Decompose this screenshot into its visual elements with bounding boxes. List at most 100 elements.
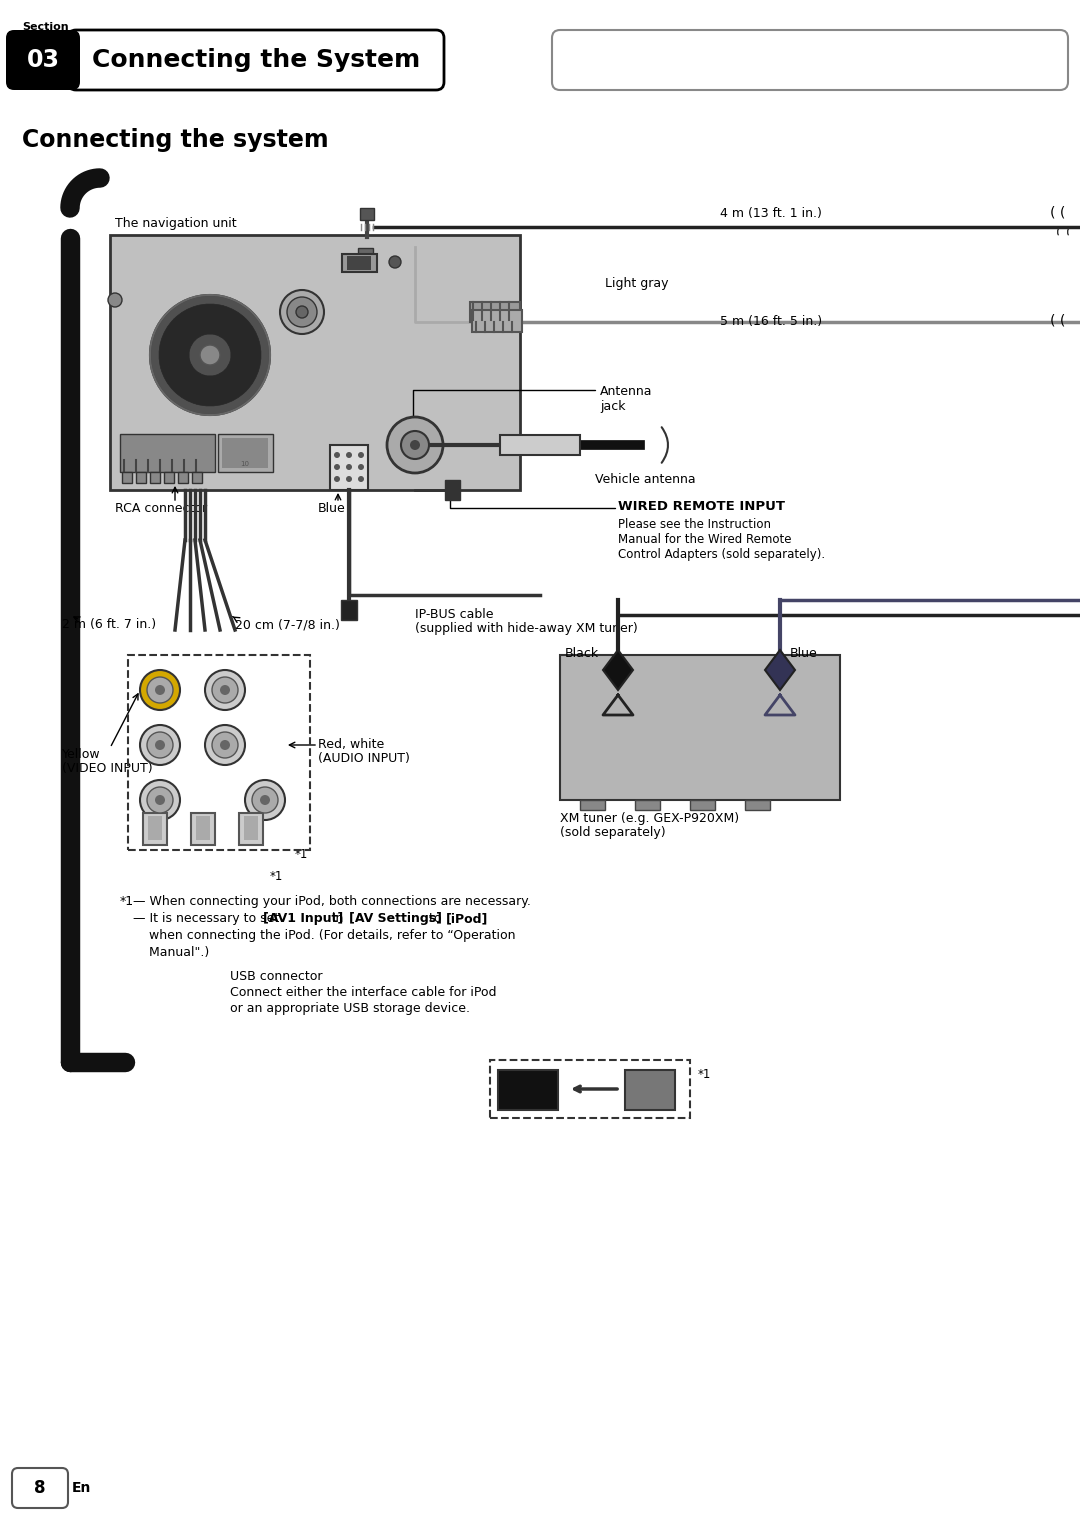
Text: XM tuner (e.g. GEX-P920XM): XM tuner (e.g. GEX-P920XM) <box>561 812 739 826</box>
Text: IP-BUS cable: IP-BUS cable <box>415 609 494 621</box>
FancyBboxPatch shape <box>68 31 444 90</box>
Text: WIRED REMOTE INPUT: WIRED REMOTE INPUT <box>618 500 785 514</box>
Circle shape <box>220 685 230 696</box>
Text: Please see the Instruction
Manual for the Wired Remote
Control Adapters (sold se: Please see the Instruction Manual for th… <box>618 518 825 561</box>
Text: 5 m (16 ft. 5 in.): 5 m (16 ft. 5 in.) <box>720 315 822 329</box>
Bar <box>635 800 660 810</box>
Bar <box>222 437 268 468</box>
Text: Vehicle antenna: Vehicle antenna <box>595 472 696 486</box>
Bar <box>561 654 840 800</box>
Text: 10: 10 <box>241 462 249 466</box>
Circle shape <box>147 732 173 758</box>
Circle shape <box>357 476 364 482</box>
Text: Connecting the system: Connecting the system <box>22 128 328 151</box>
Bar <box>244 816 258 839</box>
Bar <box>191 813 215 846</box>
Text: Section: Section <box>22 21 69 32</box>
Text: 2 m (6 ft. 7 in.): 2 m (6 ft. 7 in.) <box>62 618 157 631</box>
Bar <box>164 472 174 483</box>
FancyBboxPatch shape <box>6 31 80 90</box>
Circle shape <box>156 795 165 804</box>
Bar <box>148 816 162 839</box>
Text: or an appropriate USB storage device.: or an appropriate USB storage device. <box>230 1001 470 1015</box>
Circle shape <box>334 463 340 469</box>
Bar <box>342 254 377 272</box>
Text: 03: 03 <box>27 47 59 72</box>
Text: — It is necessary to set: — It is necessary to set <box>133 911 283 925</box>
Text: *1: *1 <box>295 849 309 861</box>
Circle shape <box>147 677 173 703</box>
Text: 8: 8 <box>35 1479 45 1497</box>
Bar <box>360 208 374 220</box>
Bar <box>136 472 146 483</box>
Bar <box>330 445 368 489</box>
Bar <box>470 303 519 323</box>
Text: Manual".): Manual".) <box>133 946 210 959</box>
Text: Yellow: Yellow <box>62 748 100 761</box>
Text: 20 cm (7-7/8 in.): 20 cm (7-7/8 in.) <box>235 618 340 631</box>
Text: En: En <box>72 1482 92 1495</box>
Circle shape <box>346 476 352 482</box>
Text: ( (: ( ( <box>1050 206 1065 220</box>
Text: Blue: Blue <box>318 502 346 515</box>
Bar <box>490 1060 690 1118</box>
Text: [AV1 Input]: [AV1 Input] <box>264 911 343 925</box>
Polygon shape <box>603 650 633 690</box>
Text: Black: Black <box>565 647 599 661</box>
Bar <box>341 599 357 619</box>
Circle shape <box>212 677 238 703</box>
Text: *1: *1 <box>270 870 283 884</box>
Text: Antenna
jack: Antenna jack <box>600 385 652 413</box>
Bar <box>745 800 770 810</box>
Text: (sold separately): (sold separately) <box>561 826 665 839</box>
Text: RCA connector: RCA connector <box>114 502 207 515</box>
Text: [AV Settings]: [AV Settings] <box>349 911 442 925</box>
Circle shape <box>140 780 180 820</box>
Bar <box>347 255 372 271</box>
Bar <box>218 434 273 472</box>
Circle shape <box>387 417 443 472</box>
Text: The navigation unit: The navigation unit <box>114 217 237 229</box>
Bar <box>120 434 215 472</box>
Bar <box>178 472 188 483</box>
Text: *1: *1 <box>698 1067 712 1081</box>
Wedge shape <box>197 370 246 407</box>
Text: Light gray: Light gray <box>605 277 669 291</box>
Text: (VIDEO INPUT): (VIDEO INPUT) <box>62 761 152 775</box>
Polygon shape <box>765 650 795 690</box>
Bar <box>143 813 167 846</box>
Circle shape <box>252 787 278 813</box>
Text: when connecting the iPod. (For details, refer to “Operation: when connecting the iPod. (For details, … <box>133 930 515 942</box>
Circle shape <box>280 291 324 333</box>
Text: [iPod]: [iPod] <box>446 911 488 925</box>
Bar <box>122 472 132 483</box>
Text: (supplied with hide-away XM tuner): (supplied with hide-away XM tuner) <box>415 622 638 635</box>
Bar <box>110 235 519 489</box>
Bar <box>498 1070 558 1110</box>
Bar <box>500 434 580 456</box>
Circle shape <box>140 670 180 709</box>
Circle shape <box>357 453 364 459</box>
Circle shape <box>108 294 122 307</box>
FancyBboxPatch shape <box>552 31 1068 90</box>
Circle shape <box>150 295 270 414</box>
Circle shape <box>410 440 420 450</box>
Text: — When connecting your iPod, both connections are necessary.: — When connecting your iPod, both connec… <box>133 894 531 908</box>
Text: *1: *1 <box>120 894 134 908</box>
Wedge shape <box>161 361 204 404</box>
Circle shape <box>205 725 245 764</box>
Text: (AUDIO INPUT): (AUDIO INPUT) <box>318 752 410 764</box>
Bar <box>195 816 210 839</box>
Text: ( (: ( ( <box>1050 313 1065 329</box>
Text: USB connector: USB connector <box>230 969 323 983</box>
Bar <box>357 248 373 263</box>
Circle shape <box>220 740 230 751</box>
Circle shape <box>156 740 165 751</box>
Circle shape <box>346 463 352 469</box>
Circle shape <box>346 453 352 459</box>
Text: Connecting the System: Connecting the System <box>92 47 420 72</box>
Bar <box>690 800 715 810</box>
Text: Blue: Blue <box>789 647 818 661</box>
Text: to: to <box>426 911 446 925</box>
Circle shape <box>334 453 340 459</box>
